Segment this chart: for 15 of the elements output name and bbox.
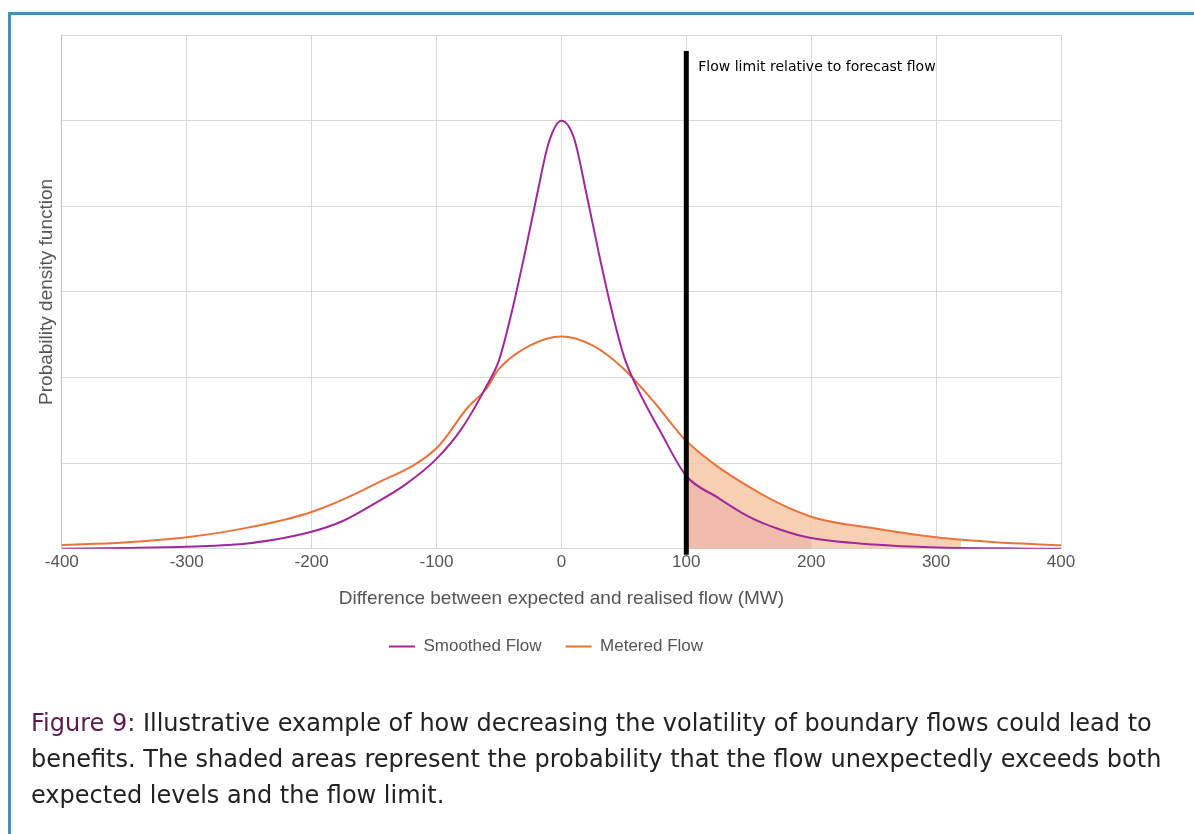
- y-axis-title: Probability density function: [34, 178, 56, 405]
- x-tick-label: -300: [169, 551, 204, 571]
- caption: Figure 9: Illustrative example of how decreasing the volatility of boundary flows could lead to benefits. The shaded areas represent the probability that the flow unexpectedly exceeds both expected levels and the flow limit.: [31, 708, 1163, 811]
- x-tick-label: -100: [419, 551, 454, 571]
- x-tick-label: 300: [921, 551, 951, 571]
- ref-line-label: Flow limit relative to forecast flow: [698, 57, 936, 74]
- x-tick-label: 100: [672, 551, 701, 571]
- x-tick-label: -400: [44, 551, 79, 571]
- x-tick-label: 200: [797, 551, 826, 571]
- x-tick-label: -200: [294, 551, 329, 571]
- x-axis-title: Difference between expected and realised flow (MW): [338, 586, 785, 608]
- legend-label: Metered Flow: [600, 636, 704, 656]
- x-tick-label: 400: [1046, 551, 1076, 571]
- x-tick-label: 0: [556, 551, 567, 571]
- legend-label: Smoothed Flow: [423, 636, 543, 656]
